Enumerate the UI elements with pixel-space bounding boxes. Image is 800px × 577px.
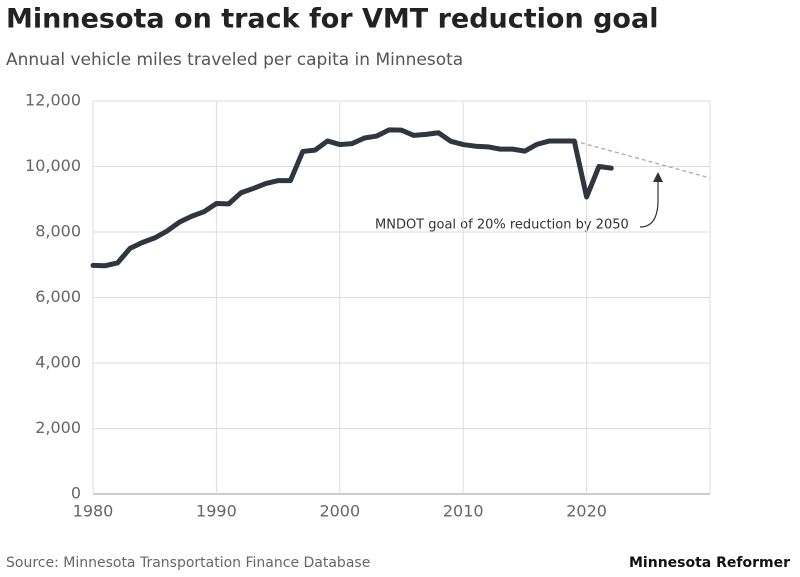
- y-tick-label: 6,000: [35, 287, 81, 306]
- annotation-arrow: [639, 178, 659, 228]
- arrow-head: [653, 172, 663, 182]
- y-tick-label: 2,000: [35, 418, 81, 437]
- y-tick-label: 10,000: [25, 156, 81, 175]
- x-tick-label: 1990: [196, 502, 237, 521]
- y-tick-label: 0: [71, 484, 81, 503]
- y-tick-label: 4,000: [35, 353, 81, 372]
- chart-subtitle: Annual vehicle miles traveled per capita…: [6, 50, 463, 70]
- source: Source: Minnesota Transportation Finance…: [6, 555, 370, 571]
- x-tick-label: 2020: [566, 502, 607, 521]
- y-tick-label: 8,000: [35, 222, 81, 241]
- goal-line: [574, 140, 711, 179]
- x-tick-label: 2000: [319, 502, 360, 521]
- chart-title: Minnesota on track for VMT reduction goa…: [6, 4, 658, 35]
- x-tick-label: 1980: [73, 502, 114, 521]
- x-tick-label: 2010: [443, 502, 484, 521]
- y-tick-label: 12,000: [25, 91, 81, 110]
- annotation: MNDOT goal of 20% reduction by 2050: [375, 218, 629, 233]
- publisher: Minnesota Reformer: [629, 555, 790, 571]
- series-line: [90, 127, 614, 269]
